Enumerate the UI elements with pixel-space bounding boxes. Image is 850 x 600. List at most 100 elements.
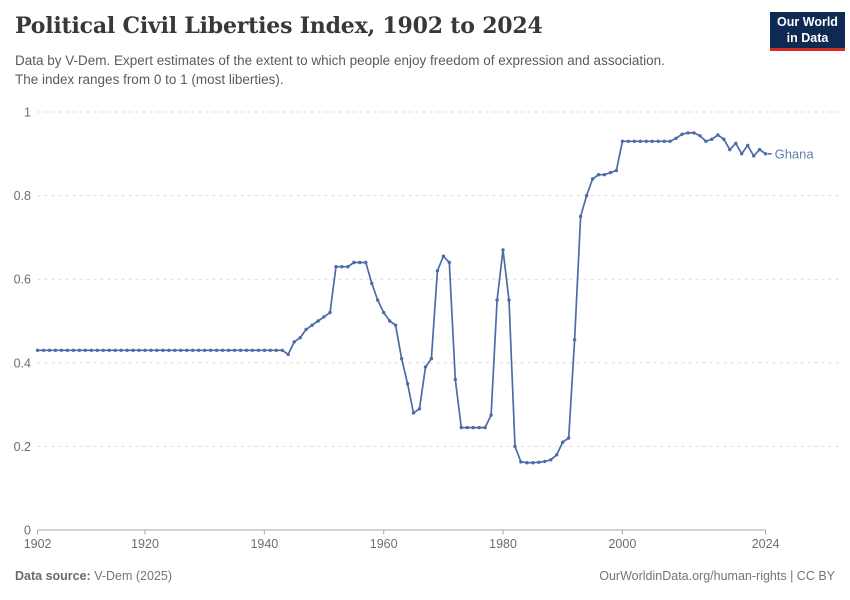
- data-point[interactable]: [203, 348, 207, 352]
- data-point[interactable]: [728, 147, 732, 152]
- data-point[interactable]: [668, 139, 672, 143]
- data-point[interactable]: [155, 348, 159, 352]
- data-point[interactable]: [119, 348, 123, 352]
- data-point[interactable]: [489, 413, 493, 417]
- data-point[interactable]: [298, 336, 302, 340]
- data-point[interactable]: [280, 348, 284, 352]
- data-point[interactable]: [214, 348, 219, 352]
- data-point[interactable]: [435, 269, 440, 273]
- data-point[interactable]: [53, 348, 58, 352]
- data-point[interactable]: [507, 298, 511, 302]
- data-point[interactable]: [59, 348, 64, 352]
- data-point[interactable]: [197, 348, 201, 352]
- series-entity-label[interactable]: Ghana: [775, 146, 815, 161]
- data-point[interactable]: [704, 139, 708, 143]
- data-point[interactable]: [495, 298, 499, 302]
- data-point[interactable]: [388, 319, 392, 323]
- data-point[interactable]: [161, 348, 165, 352]
- data-point[interactable]: [47, 348, 52, 352]
- data-point[interactable]: [471, 425, 475, 430]
- data-point[interactable]: [358, 260, 362, 265]
- data-point[interactable]: [602, 173, 607, 177]
- data-point[interactable]: [698, 134, 702, 138]
- data-point[interactable]: [644, 139, 648, 143]
- data-point[interactable]: [555, 453, 559, 457]
- data-point[interactable]: [382, 310, 386, 315]
- data-point[interactable]: [244, 348, 249, 352]
- data-point[interactable]: [590, 177, 595, 181]
- data-point[interactable]: [256, 348, 261, 352]
- data-point[interactable]: [370, 281, 374, 286]
- data-point[interactable]: [340, 265, 344, 269]
- data-point[interactable]: [352, 260, 356, 265]
- data-point[interactable]: [686, 131, 690, 135]
- data-point[interactable]: [578, 214, 583, 219]
- data-point[interactable]: [465, 425, 469, 430]
- data-point[interactable]: [680, 132, 684, 136]
- data-point[interactable]: [107, 348, 111, 352]
- data-point[interactable]: [405, 382, 410, 386]
- data-point[interactable]: [137, 348, 141, 352]
- data-point[interactable]: [334, 265, 338, 269]
- data-point[interactable]: [477, 425, 481, 430]
- data-point[interactable]: [763, 152, 768, 156]
- data-point[interactable]: [632, 139, 636, 143]
- data-point[interactable]: [447, 260, 451, 265]
- data-point[interactable]: [543, 459, 547, 464]
- data-point[interactable]: [95, 348, 100, 352]
- data-point[interactable]: [191, 348, 195, 352]
- data-point[interactable]: [626, 139, 631, 143]
- data-point[interactable]: [674, 136, 678, 140]
- data-point[interactable]: [226, 348, 231, 352]
- data-point[interactable]: [89, 348, 94, 352]
- data-point[interactable]: [262, 348, 267, 352]
- data-point[interactable]: [125, 348, 129, 352]
- data-point[interactable]: [572, 338, 577, 342]
- data-point[interactable]: [65, 348, 70, 352]
- data-point[interactable]: [519, 460, 523, 464]
- data-point[interactable]: [131, 348, 135, 352]
- data-point[interactable]: [220, 348, 225, 352]
- data-point[interactable]: [740, 152, 744, 156]
- data-point[interactable]: [208, 348, 213, 352]
- data-point[interactable]: [149, 348, 153, 352]
- data-point[interactable]: [608, 170, 613, 175]
- data-point[interactable]: [173, 348, 177, 352]
- data-point[interactable]: [364, 260, 368, 265]
- data-point[interactable]: [692, 131, 696, 135]
- data-point[interactable]: [304, 327, 308, 332]
- data-point[interactable]: [584, 193, 589, 198]
- data-point[interactable]: [722, 137, 726, 141]
- data-point[interactable]: [77, 348, 82, 352]
- data-point[interactable]: [513, 444, 517, 449]
- data-point[interactable]: [638, 139, 642, 143]
- data-point[interactable]: [185, 348, 189, 352]
- data-point[interactable]: [113, 348, 117, 352]
- data-point[interactable]: [620, 139, 625, 143]
- data-point[interactable]: [417, 407, 422, 411]
- owid-url-license[interactable]: OurWorldinData.org/human-rights | CC BY: [599, 569, 835, 583]
- data-point[interactable]: [429, 356, 434, 361]
- data-point[interactable]: [525, 461, 529, 465]
- data-point[interactable]: [328, 310, 332, 315]
- data-point[interactable]: [250, 348, 255, 352]
- data-point[interactable]: [459, 425, 463, 430]
- data-point[interactable]: [483, 425, 487, 430]
- data-point[interactable]: [501, 248, 505, 252]
- data-point[interactable]: [268, 348, 272, 352]
- owid-logo[interactable]: Our World in Data: [770, 12, 845, 51]
- data-point[interactable]: [35, 348, 40, 352]
- data-point[interactable]: [232, 348, 237, 352]
- data-point[interactable]: [734, 141, 738, 145]
- data-point[interactable]: [752, 154, 756, 158]
- data-point[interactable]: [399, 356, 404, 361]
- data-point[interactable]: [310, 323, 314, 327]
- data-point[interactable]: [41, 348, 46, 352]
- data-point[interactable]: [746, 143, 750, 148]
- data-point[interactable]: [537, 460, 541, 464]
- data-point[interactable]: [710, 137, 714, 141]
- data-point[interactable]: [83, 348, 88, 352]
- data-point[interactable]: [614, 168, 619, 173]
- data-point[interactable]: [101, 348, 105, 352]
